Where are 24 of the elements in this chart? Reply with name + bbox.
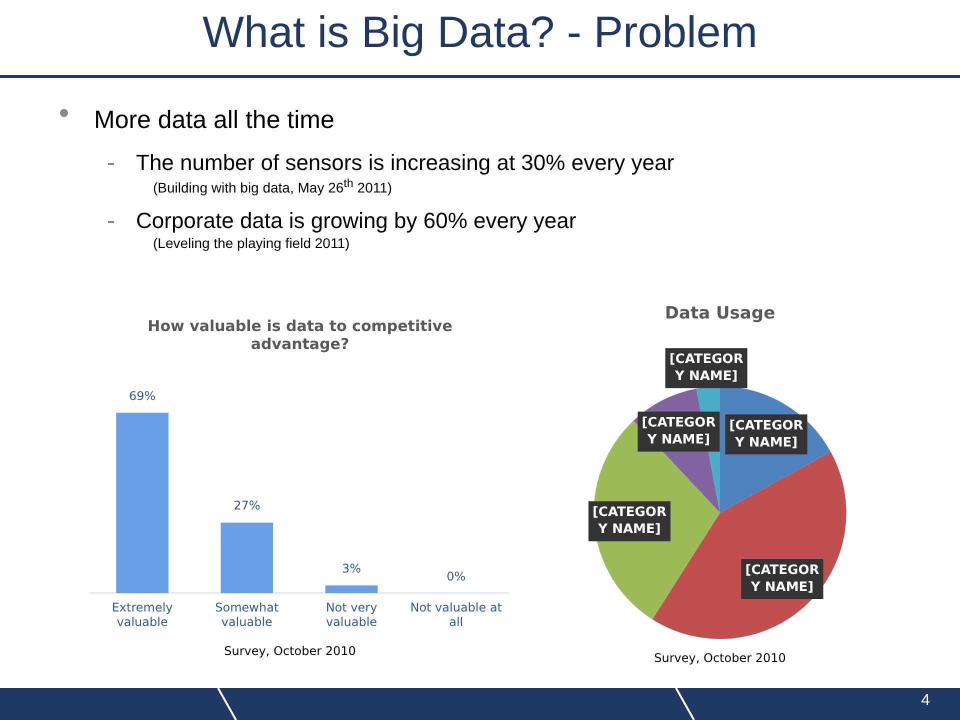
text: 4	[920, 692, 930, 710]
data-label: 69%	[128, 388, 156, 403]
x-tick-label: Extremely valuable	[112, 600, 173, 629]
chart-title: Data Usage	[664, 304, 776, 324]
slice-label: [CATEGORY NAME]	[729, 418, 804, 450]
text: Survey, October 2010	[653, 651, 787, 665]
slice-label: [CATEGORY NAME]	[745, 562, 820, 595]
data-label: 0%	[446, 569, 466, 584]
slice-label: [CATEGORY NAME]	[669, 352, 744, 384]
slice-label: [CATEGORY NAME]	[642, 416, 716, 448]
slice-label: [CATEGORY NAME]	[592, 505, 666, 538]
text: Survey, October 2010	[223, 644, 357, 658]
data-label: 27%	[234, 498, 260, 513]
x-tick-label: Somewhat valuable	[215, 600, 279, 629]
data-label: 3%	[342, 561, 362, 576]
text: More data all the time	[94, 106, 334, 134]
text: (Leveling the playing field 2011)	[153, 235, 350, 251]
text: The number of sensors is increasing at 30% every year	[136, 150, 674, 175]
text: Corporate data is growing by 60% every year	[136, 208, 576, 233]
x-tick-label: Not valuable at all	[410, 600, 502, 629]
x-tick-label: Not very valuable	[326, 600, 378, 629]
text: (Building with big data, May 26$^{th}$ 2011)	[153, 177, 392, 196]
chart-title: How valuable is data to competitive advantage?	[148, 316, 452, 353]
text: What is Big Data? - Problem	[201, 8, 759, 58]
